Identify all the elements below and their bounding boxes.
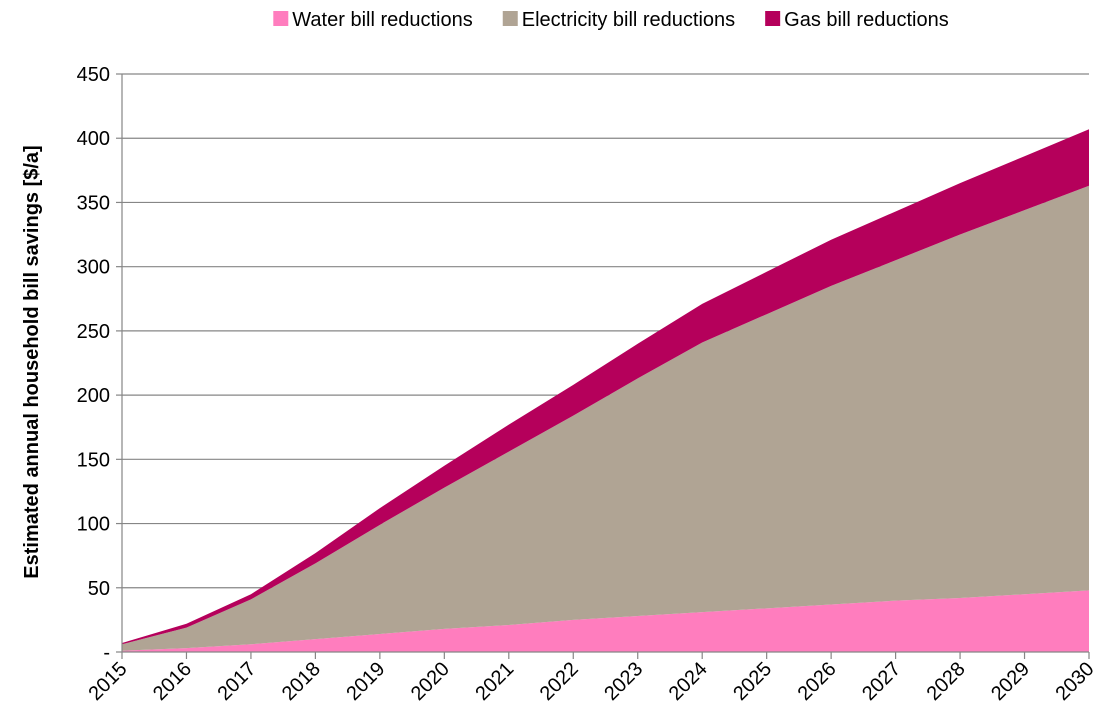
- legend-label: Water bill reductions: [292, 9, 472, 31]
- x-tick-label: 2025: [729, 658, 776, 705]
- x-tick-label: 2018: [278, 658, 325, 705]
- x-tick-label: 2016: [149, 658, 196, 705]
- y-axis-label: Estimated annual household bill savings …: [21, 145, 43, 578]
- y-tick-label: 100: [77, 514, 110, 536]
- x-tick-label: 2020: [407, 658, 454, 705]
- legend-swatch: [502, 11, 518, 26]
- legend-label: Electricity bill reductions: [522, 9, 735, 31]
- y-tick-label: -: [103, 642, 110, 664]
- legend-swatch: [765, 11, 781, 26]
- x-tick-label: 2017: [213, 658, 260, 705]
- x-tick-label: 2023: [600, 658, 647, 705]
- x-tick-label: 2030: [1052, 658, 1096, 705]
- x-tick-label: 2027: [858, 658, 905, 705]
- x-tick-label: 2026: [794, 658, 841, 705]
- data-areas: [122, 129, 1089, 652]
- x-tick-label: 2021: [471, 658, 518, 705]
- legend: Water bill reductions Electricity bill re…: [273, 9, 949, 31]
- axes: [116, 73, 1090, 659]
- area-series-1: [122, 590, 1089, 652]
- legend-swatch: [273, 11, 289, 26]
- y-tick-label: 400: [77, 128, 110, 150]
- y-tick-label: 150: [77, 449, 110, 471]
- x-tick-label: 2015: [85, 658, 132, 705]
- x-tick-label: 2029: [987, 658, 1034, 705]
- area-series-3: [122, 129, 1089, 645]
- x-tick-label: 2024: [665, 658, 712, 705]
- y-tick-label: 200: [77, 385, 110, 407]
- y-tick-label: 250: [77, 321, 110, 343]
- x-tick-labels: 2015 2016 2017 2018 2019 2020 2021 2022 2023 2024…: [85, 658, 1096, 705]
- y-tick-label: 50: [88, 578, 110, 600]
- x-tick-label: 2028: [923, 658, 970, 705]
- y-tick-label: 300: [77, 257, 110, 279]
- y-tick-labels: - 50 100 150 200 250 300 350 400 450: [77, 64, 110, 664]
- y-tick-label: 350: [77, 192, 110, 214]
- y-tick-label: 450: [77, 64, 110, 86]
- legend-label: Gas bill reductions: [784, 9, 949, 31]
- gridlines: [122, 73, 1089, 589]
- x-tick-label: 2022: [536, 658, 583, 705]
- area-series-2: [122, 185, 1089, 651]
- x-tick-label: 2019: [342, 658, 389, 705]
